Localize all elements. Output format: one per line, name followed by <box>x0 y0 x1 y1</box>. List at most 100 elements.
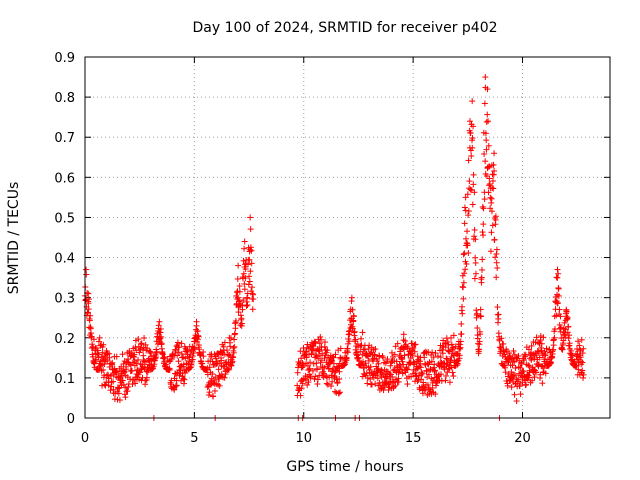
data-point <box>502 364 509 371</box>
data-point <box>308 350 315 357</box>
data-point <box>85 290 92 297</box>
data-point <box>314 380 321 387</box>
data-point <box>215 366 222 373</box>
data-point <box>309 367 316 374</box>
data-point <box>343 355 350 362</box>
data-point <box>558 324 564 331</box>
data-point <box>469 201 476 208</box>
data-point <box>187 364 193 371</box>
data-point <box>190 349 197 356</box>
data-point <box>566 332 573 339</box>
data-point <box>432 391 439 398</box>
data-point <box>494 264 501 271</box>
data-point <box>427 388 434 395</box>
data-point <box>372 345 379 352</box>
data-point <box>152 354 159 361</box>
data-point <box>481 151 488 158</box>
data-point <box>517 364 524 371</box>
data-point <box>335 390 342 397</box>
data-point <box>312 373 319 380</box>
data-point <box>330 360 337 367</box>
data-point <box>298 385 305 392</box>
data-point <box>466 178 473 185</box>
data-point <box>480 232 487 239</box>
data-point <box>241 286 248 293</box>
data-point <box>419 370 426 377</box>
data-point <box>439 346 446 353</box>
data-point <box>142 377 149 384</box>
data-point <box>554 299 561 306</box>
data-point <box>367 363 374 370</box>
data-point <box>394 340 401 347</box>
data-point <box>525 374 532 381</box>
data-point <box>510 347 517 354</box>
data-point <box>375 360 382 367</box>
data-point <box>317 333 324 340</box>
data-point <box>442 340 449 347</box>
data-point <box>242 275 249 282</box>
data-point <box>248 260 255 267</box>
data-point <box>142 341 149 348</box>
data-point <box>535 348 542 355</box>
data-point <box>411 341 418 348</box>
data-point <box>445 347 452 354</box>
data-point <box>493 274 500 281</box>
data-point <box>138 340 145 347</box>
data-point <box>542 351 549 358</box>
data-point <box>438 371 445 378</box>
data-point <box>297 348 304 355</box>
data-point <box>365 345 372 352</box>
data-point <box>298 355 305 362</box>
data-point <box>565 323 572 330</box>
data-point <box>580 374 587 381</box>
data-point <box>465 249 472 256</box>
data-point <box>85 300 92 307</box>
data-point <box>399 370 406 377</box>
data-point <box>502 369 509 376</box>
data-point <box>249 290 256 297</box>
data-point <box>155 322 162 329</box>
data-point <box>508 384 515 391</box>
data-point <box>357 348 364 355</box>
data-point <box>464 191 471 198</box>
data-point <box>175 349 182 356</box>
data-point <box>173 382 180 389</box>
data-point <box>168 356 175 363</box>
data-point <box>250 296 257 303</box>
data-point <box>184 346 191 353</box>
data-point <box>323 373 330 380</box>
data-point <box>247 226 254 233</box>
data-point <box>116 373 123 380</box>
data-point <box>351 328 358 335</box>
data-point <box>239 306 246 313</box>
data-point <box>312 339 319 346</box>
data-point <box>533 369 540 376</box>
data-point <box>491 150 498 157</box>
data-point <box>238 315 245 322</box>
data-point <box>491 167 498 174</box>
data-point <box>419 390 426 397</box>
data-point <box>517 391 524 398</box>
data-point <box>472 259 479 266</box>
data-point <box>531 356 538 363</box>
data-point <box>101 361 108 368</box>
data-point <box>366 366 373 373</box>
data-point <box>557 313 564 320</box>
data-point <box>364 380 371 387</box>
data-point <box>539 380 546 387</box>
data-point <box>443 361 450 368</box>
data-point <box>550 346 557 353</box>
data-point <box>504 382 511 389</box>
x-axis-label: GPS time / hours <box>286 459 403 475</box>
data-point <box>578 336 585 343</box>
data-point <box>89 353 96 360</box>
data-point <box>348 294 355 301</box>
data-point <box>462 194 469 201</box>
data-point <box>235 262 242 269</box>
y-tick-label: 0.5 <box>54 211 75 226</box>
data-point <box>346 338 353 345</box>
data-point <box>506 350 513 357</box>
data-point <box>551 334 558 341</box>
data-point <box>242 266 249 273</box>
data-point <box>297 392 304 399</box>
